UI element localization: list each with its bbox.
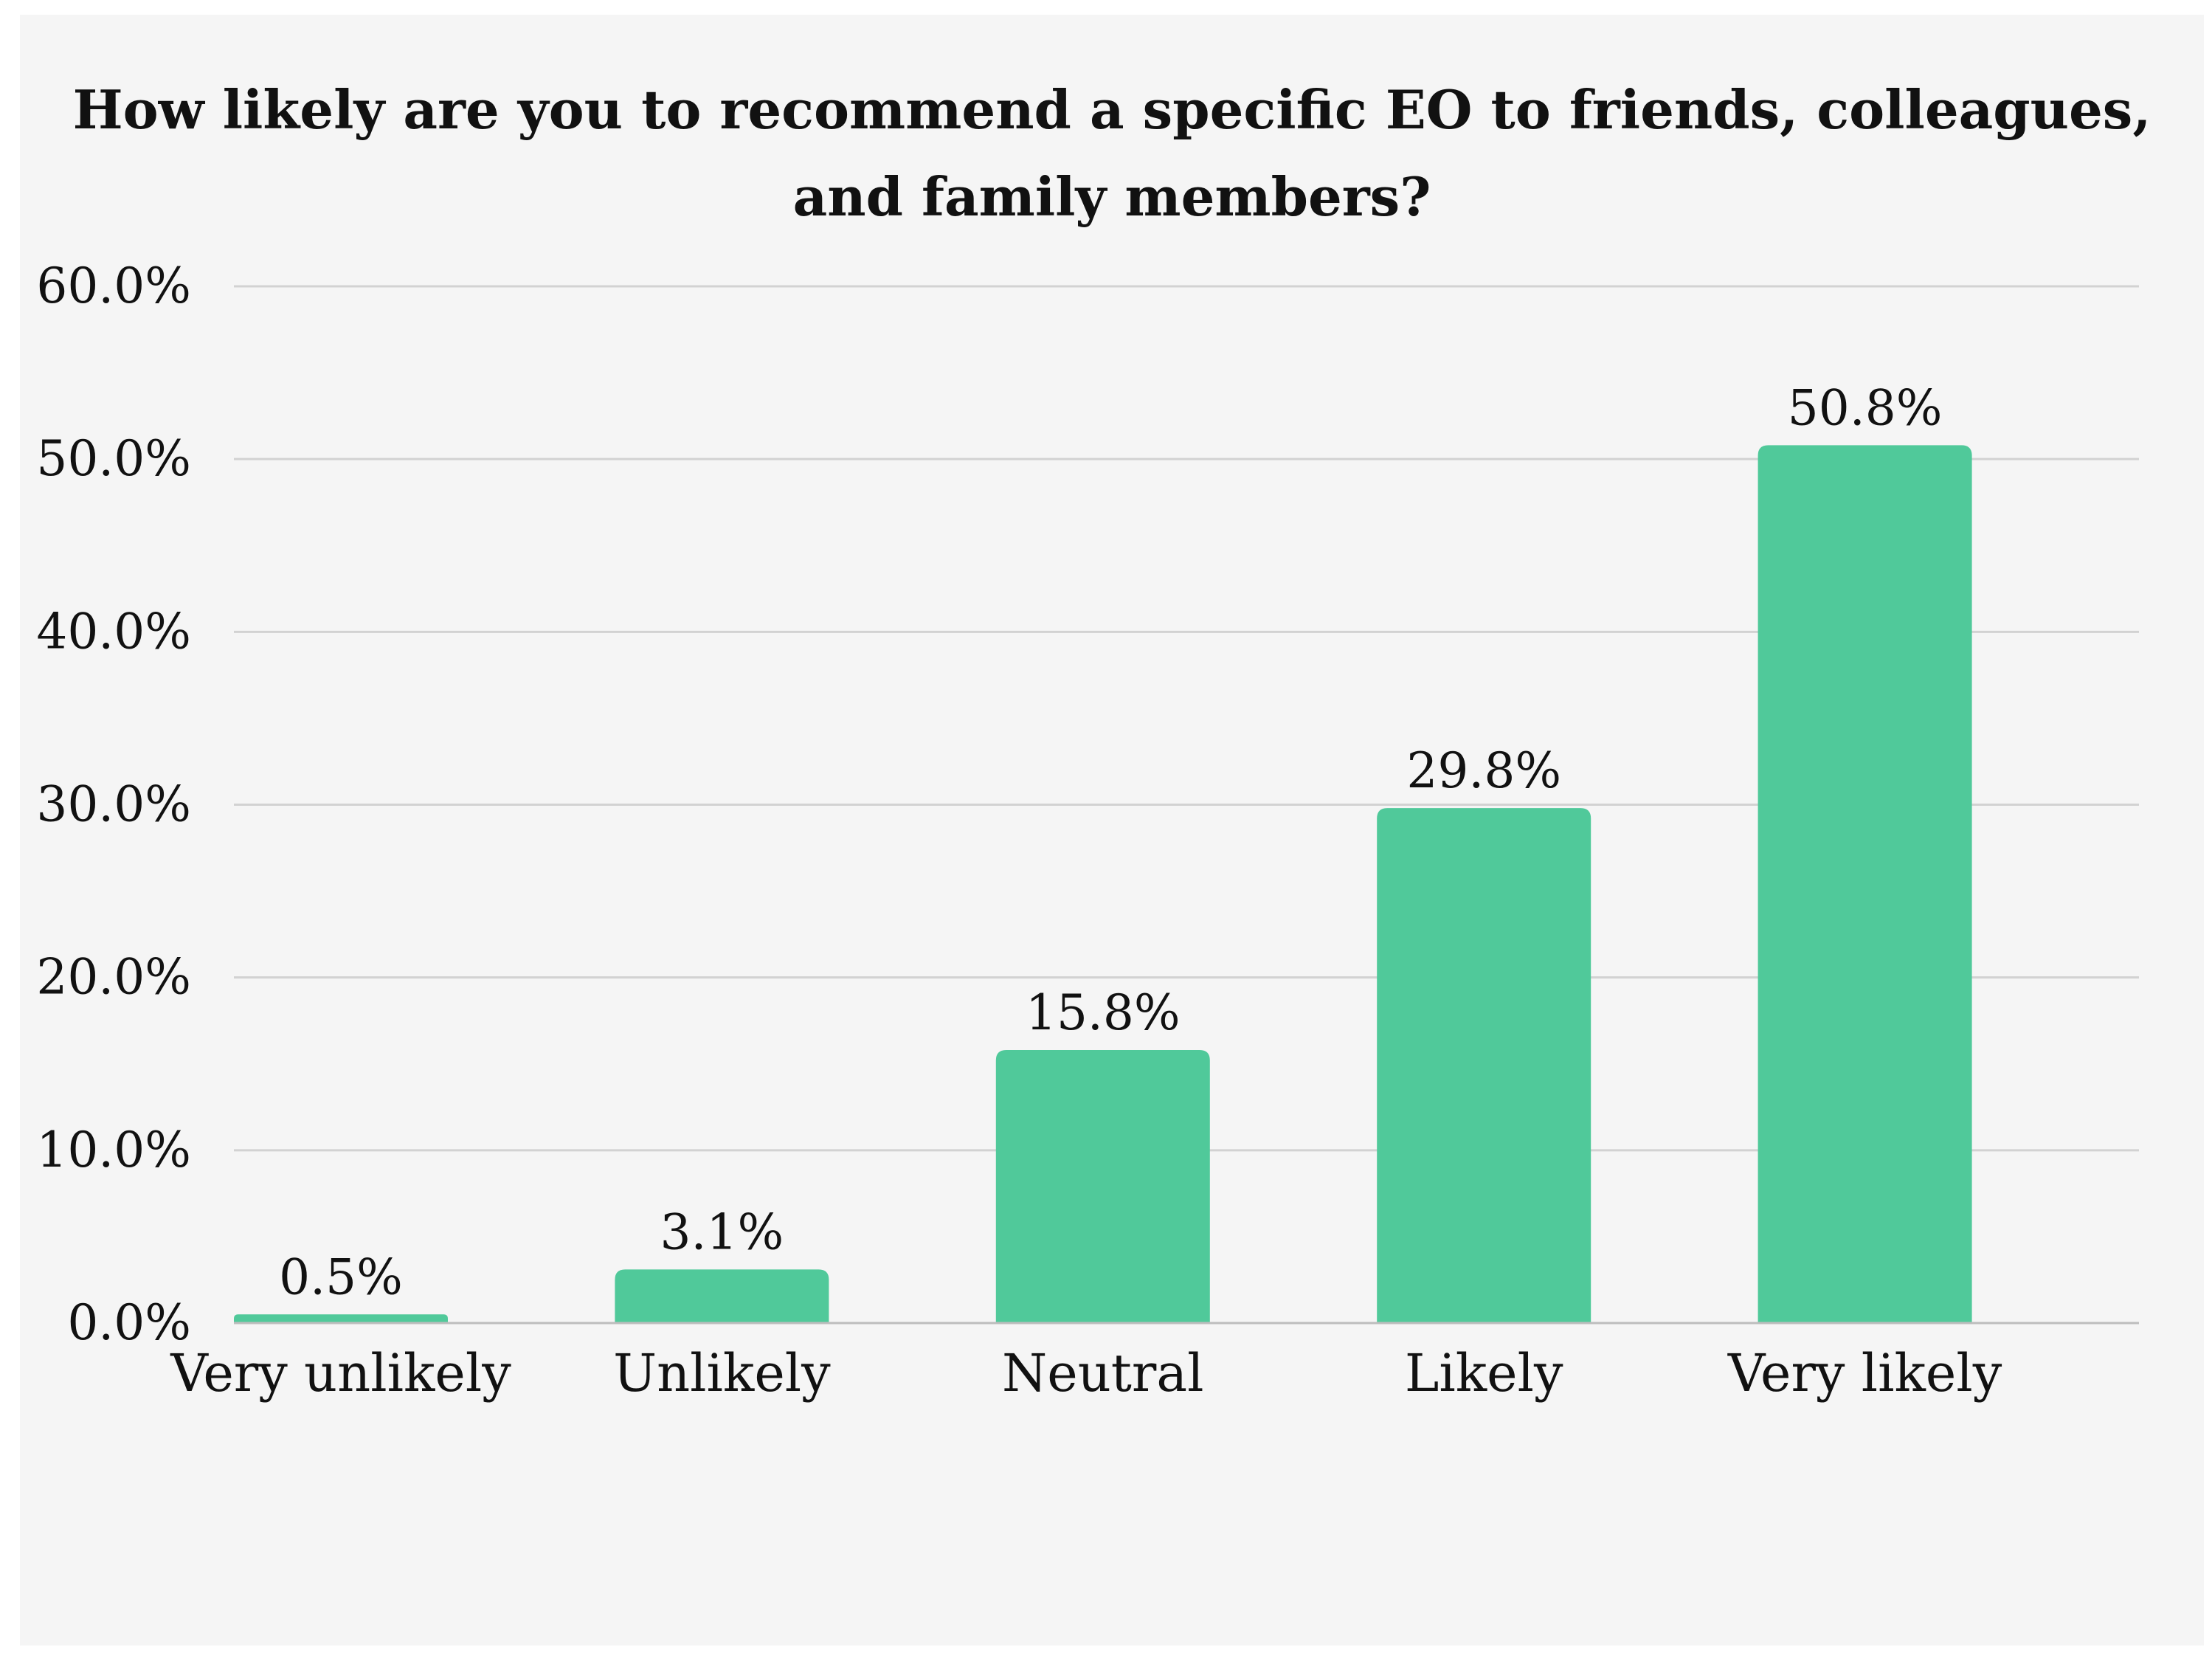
data-label-3: 29.8%	[1406, 742, 1561, 799]
y-tick-label-1: 10.0%	[36, 1122, 191, 1178]
category-label-1: Unlikely	[613, 1343, 831, 1403]
data-label-4: 50.8%	[1788, 379, 1943, 436]
bar-very-unlikely	[234, 1314, 448, 1323]
bar-likely	[1377, 808, 1591, 1323]
category-label-2: Neutral	[1002, 1343, 1203, 1403]
chart-panel: How likely are you to recommend a specif…	[20, 15, 2204, 1646]
y-tick-label-4: 40.0%	[36, 603, 191, 660]
category-label-4: Very likely	[1727, 1343, 2002, 1403]
y-tick-label-5: 50.0%	[36, 430, 191, 487]
chart-title-line-2: and family members?	[792, 165, 1431, 228]
data-labels: 0.5% 3.1% 15.8% 29.8% 50.8%	[279, 379, 1942, 1305]
data-label-1: 3.1%	[660, 1204, 784, 1260]
y-axis-tick-labels: 0.0% 10.0% 20.0% 30.0% 40.0% 50.0% 60.0%	[36, 258, 191, 1351]
data-label-2: 15.8%	[1026, 984, 1181, 1041]
chart-title: How likely are you to recommend a specif…	[20, 66, 2204, 241]
bar-very-likely	[1757, 445, 1972, 1323]
category-label-0: Very unlikely	[170, 1343, 511, 1403]
category-labels: Very unlikely Unlikely Neutral Likely Very l…	[170, 1343, 2002, 1403]
bar-chart: 0.0% 10.0% 20.0% 30.0% 40.0% 50.0% 60.0% 0.5% 3…	[36, 258, 2139, 1403]
bar-neutral	[995, 1050, 1210, 1323]
y-tick-label-0: 0.0%	[67, 1294, 191, 1351]
category-label-3: Likely	[1405, 1343, 1563, 1403]
y-tick-label-2: 20.0%	[36, 949, 191, 1006]
chart-title-line-1: How likely are you to recommend a specif…	[72, 78, 2151, 141]
bar-unlikely	[615, 1269, 829, 1323]
y-tick-label-6: 60.0%	[36, 258, 191, 314]
data-label-0: 0.5%	[279, 1249, 403, 1305]
bars	[234, 445, 1972, 1323]
y-tick-label-3: 30.0%	[36, 776, 191, 833]
